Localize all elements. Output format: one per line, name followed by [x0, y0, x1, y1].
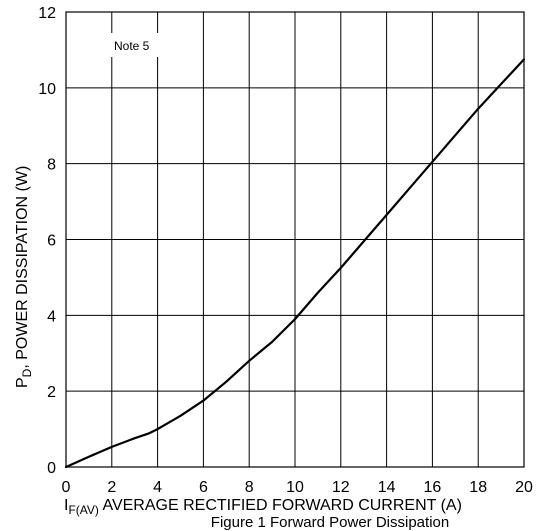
figure-caption: Figure 1 Forward Power Dissipation: [211, 514, 449, 531]
data-layer: [64, 58, 526, 469]
y-tick-label: 0: [47, 460, 56, 477]
x-tick-label: 18: [469, 479, 487, 496]
plot-frame: [65, 11, 525, 468]
annotation-box: [104, 33, 159, 57]
x-axis-title-subscript: F(AV): [68, 503, 98, 517]
x-tick-labels: 0 2 4 6 8 10 12 14 16 18 20: [62, 479, 533, 496]
series-line: [64, 58, 526, 469]
x-axis-title-rest: AVERAGE RECTIFIED FORWARD CURRENT (A): [99, 497, 462, 514]
x-axis-title-main: I: [64, 497, 68, 514]
x-axis-title: IF(AV) AVERAGE RECTIFIED FORWARD CURRENT…: [64, 497, 462, 517]
y-tick-label: 8: [47, 157, 56, 174]
y-tick-label: 2: [47, 384, 56, 401]
y-tick-labels: 0 2 4 6 8 10 12: [38, 5, 56, 477]
x-tick-label: 4: [153, 479, 162, 496]
y-tick-label: 12: [38, 5, 56, 22]
y-axis-title-main: P: [14, 377, 31, 388]
x-tick-label: 20: [515, 479, 533, 496]
x-tick-label: 12: [332, 479, 350, 496]
x-tick-label: 2: [107, 479, 116, 496]
y-axis-title: PD, POWER DISSIPATION (W): [14, 166, 34, 388]
y-tick-label: 10: [38, 81, 56, 98]
y-tick-label: 4: [47, 308, 56, 325]
grid: [65, 11, 525, 468]
y-tick-label: 6: [47, 233, 56, 250]
x-tick-label: 6: [199, 479, 208, 496]
x-tick-label: 8: [245, 479, 254, 496]
y-axis-title-subscript: D: [20, 368, 34, 377]
y-axis-title-rest: , POWER DISSIPATION (W): [14, 166, 31, 369]
annotation-note: Note 5: [114, 39, 150, 53]
x-tick-label: 10: [286, 479, 304, 496]
x-tick-label: 0: [62, 479, 71, 496]
x-tick-label: 16: [424, 479, 442, 496]
x-tick-label: 14: [378, 479, 396, 496]
